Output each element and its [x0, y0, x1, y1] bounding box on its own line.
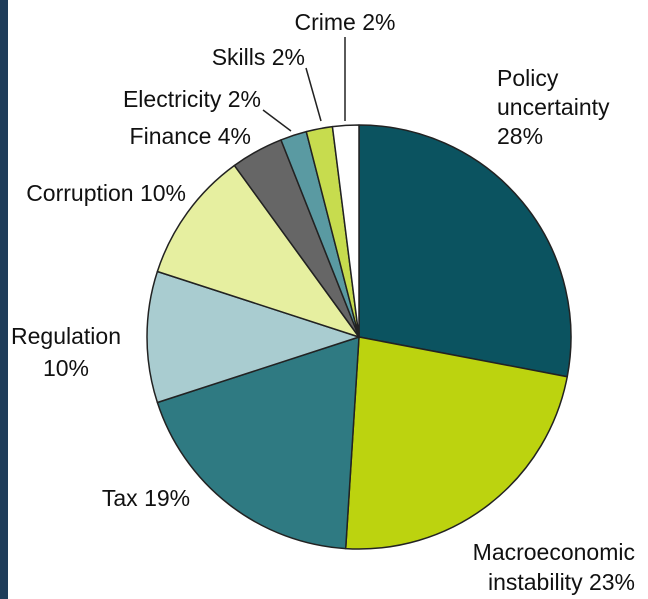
slice-label-line: Policy	[497, 65, 559, 91]
slice-label-line: instability 23%	[488, 569, 635, 595]
slice-label-regulation: Regulation 10%	[11, 323, 121, 381]
slice-label-line: 10%	[43, 355, 89, 381]
slice-label-line: Tax 19%	[102, 485, 190, 511]
slice-label-line: Skills 2%	[212, 44, 305, 70]
slice-tax	[156, 336, 360, 550]
slice-label-line: Regulation	[11, 323, 121, 349]
slice-label-line: Electricity 2%	[123, 86, 261, 112]
leader-line-skills	[305, 67, 322, 122]
slice-label-policy-uncertainty: Policy uncertainty 28%	[497, 65, 610, 149]
slice-label-line: 28%	[497, 123, 543, 149]
slice-labels: Policy uncertainty 28% Macroeconomic instabi…	[11, 9, 635, 595]
slice-macroeconomic-instability	[344, 336, 568, 550]
slice-label-crime: Crime 2%	[295, 9, 396, 35]
slice-label-line: Macroeconomic	[473, 539, 635, 565]
leader-line-electricity	[262, 109, 292, 132]
slice-label-macroeconomic-instability: Macroeconomic instability 23%	[473, 539, 635, 595]
slice-label-tax: Tax 19%	[102, 485, 190, 511]
slice-label-line: Crime 2%	[295, 9, 396, 35]
slice-label-corruption: Corruption 10%	[26, 180, 186, 206]
slice-label-finance: Finance 4%	[130, 123, 251, 149]
slice-corruption	[156, 164, 360, 338]
slice-label-line: uncertainty	[497, 94, 610, 120]
slice-label-electricity: Electricity 2%	[123, 86, 261, 112]
leader-lines	[262, 37, 346, 132]
slice-label-line: Corruption 10%	[26, 180, 186, 206]
slice-regulation	[146, 270, 360, 404]
slice-crime	[331, 124, 360, 338]
pie-slices	[146, 124, 572, 550]
slice-label-line: Finance 4%	[130, 123, 251, 149]
slice-label-skills: Skills 2%	[212, 44, 305, 70]
slice-policy-uncertainty	[358, 124, 572, 378]
